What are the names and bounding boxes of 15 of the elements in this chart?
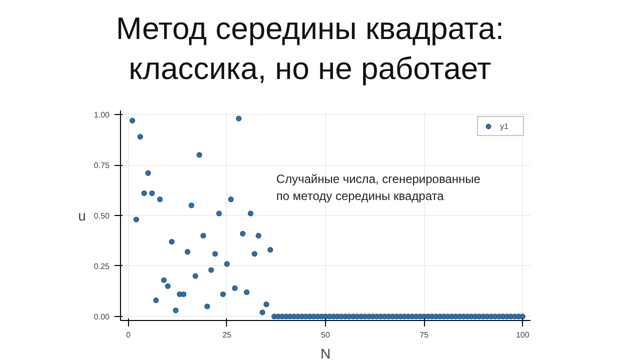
x-tick-label: 0 bbox=[126, 330, 132, 340]
legend-label: y1 bbox=[500, 122, 510, 130]
y-tick-label: 0.75 bbox=[94, 161, 110, 170]
y-tick-label: 0.25 bbox=[94, 262, 110, 271]
x-tick-label: 100 bbox=[516, 330, 530, 340]
x-tick-label: 25 bbox=[222, 330, 232, 340]
x-axis-title: N bbox=[320, 346, 331, 360]
x-tick-label: 50 bbox=[321, 330, 330, 340]
y-axis-title: u bbox=[78, 208, 86, 224]
annotation: Случайные числа, сгенерированные по методу середины квадрата bbox=[276, 172, 481, 203]
y-tick-label: 0.50 bbox=[94, 212, 110, 220]
y-tick-label: 0.00 bbox=[94, 312, 110, 322]
y-tick-label: 1.00 bbox=[94, 110, 110, 120]
x-tick-label: 75 bbox=[420, 330, 430, 340]
chart-title: Метод середины квадрата: классика, но не работает bbox=[115, 10, 505, 88]
